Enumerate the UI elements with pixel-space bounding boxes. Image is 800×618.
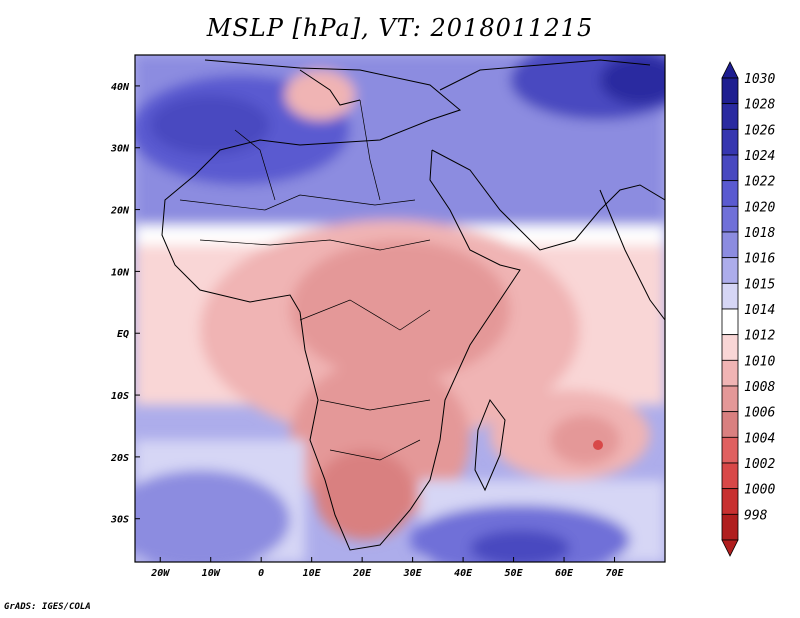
colorbar-swatch xyxy=(721,488,739,515)
colorbar-bottom-arrow xyxy=(721,539,739,557)
x-tick-label: 20W xyxy=(150,568,170,579)
colorbar-swatch xyxy=(721,411,739,438)
colorbar-swatch xyxy=(721,359,739,387)
colorbar-swatch xyxy=(721,77,739,105)
colorbar-top-arrow xyxy=(721,61,739,79)
colorbar-swatch xyxy=(721,462,739,490)
y-tick-label: 20N xyxy=(110,206,130,217)
x-tick-label: 50E xyxy=(505,568,524,579)
colorbar-swatch xyxy=(721,513,739,541)
y-tick-label: EQ xyxy=(117,329,129,340)
coastlines xyxy=(161,59,665,551)
colorbar-label: 1002 xyxy=(744,457,775,472)
colorbar: 1030 1028 1026 1024 1022 1020 1018 1016 1015 1014… xyxy=(721,61,775,557)
colorbar-label: 1022 xyxy=(744,175,775,190)
colorbar-label: 1020 xyxy=(744,200,775,215)
y-tick-label: 10N xyxy=(111,267,130,278)
y-tick-label: 30S xyxy=(110,515,129,526)
colorbar-swatch xyxy=(721,180,739,207)
colorbar-label: 1028 xyxy=(744,98,775,113)
y-tick-label: 30N xyxy=(110,144,130,155)
colorbar-label: 1030 xyxy=(744,72,775,87)
colorbar-label: 1014 xyxy=(744,303,775,318)
y-tick-label: 40N xyxy=(111,82,130,93)
x-tick-label: 60E xyxy=(555,568,574,579)
colorbar-label: 1024 xyxy=(744,149,775,164)
colorbar-swatch xyxy=(721,103,739,130)
colorbar-label: 1004 xyxy=(744,431,775,446)
colorbar-swatch xyxy=(721,154,739,182)
colorbar-label: 1026 xyxy=(744,123,775,138)
x-tick-label: 40E xyxy=(454,568,473,579)
colorbar-swatch xyxy=(721,385,739,413)
colorbar-label: 1012 xyxy=(744,329,775,344)
colorbar-swatch xyxy=(721,231,739,259)
credit-text: GrADS: IGES/COLA xyxy=(4,602,91,612)
x-axis: 20W 10W 0 10E 20E 30E 40E 50E 60E 70E xyxy=(150,557,625,579)
colorbar-label: 1010 xyxy=(744,354,775,369)
colorbar-label: 1000 xyxy=(744,483,775,498)
y-tick-label: 10S xyxy=(111,391,129,402)
colorbar-swatch xyxy=(721,282,739,310)
map-title: MSLP [hPa], VT: 2018011215 xyxy=(206,14,594,42)
y-tick-label: 20S xyxy=(110,453,129,464)
x-tick-label: 10W xyxy=(202,568,221,579)
colorbar-swatch xyxy=(721,308,739,336)
pressure-field xyxy=(135,55,665,562)
colorbar-swatch xyxy=(721,257,739,284)
x-tick-label: 0 xyxy=(258,568,264,579)
y-axis: 40N 30N 20N 10N EQ 10S 20S 30S xyxy=(110,82,140,526)
colorbar-label: 1016 xyxy=(744,252,775,267)
colorbar-label: 1015 xyxy=(744,277,775,292)
colorbar-label: 1008 xyxy=(744,380,775,395)
colorbar-swatch xyxy=(721,436,739,464)
x-tick-label: 70E xyxy=(605,568,624,579)
colorbar-swatch xyxy=(721,334,739,361)
colorbar-label: 1006 xyxy=(744,406,775,421)
colorbar-swatch xyxy=(721,205,739,233)
x-tick-label: 20E xyxy=(352,568,372,579)
colorbar-swatch xyxy=(721,128,739,156)
colorbar-label: 1018 xyxy=(744,226,775,241)
x-tick-label: 30E xyxy=(403,568,423,579)
x-tick-label: 10E xyxy=(303,568,322,579)
plot-frame xyxy=(134,54,666,563)
colorbar-label: 998 xyxy=(744,508,768,523)
